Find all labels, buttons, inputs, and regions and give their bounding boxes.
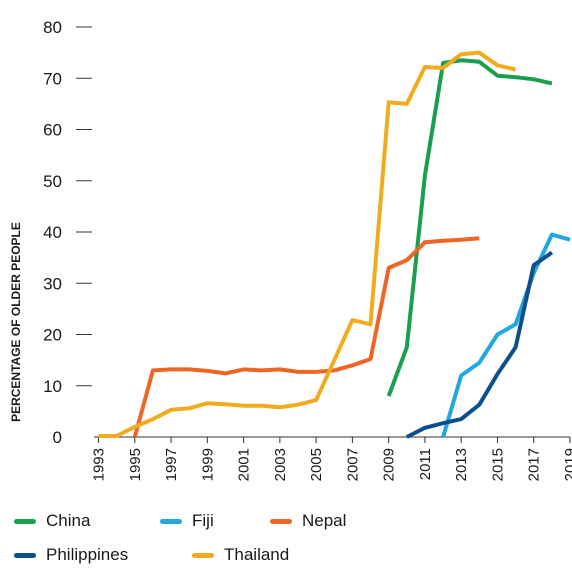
legend-swatch-nepal <box>270 518 292 524</box>
y-tick-label: 40 <box>43 223 62 242</box>
legend: China Fiji Nepal Philippines Thailand <box>14 508 554 564</box>
x-tick-label: 1997 <box>163 448 180 481</box>
series-line-thailand <box>98 50 517 438</box>
legend-item-philippines: Philippines <box>14 542 128 568</box>
legend-swatch-thailand <box>192 552 214 558</box>
y-tick-label: 60 <box>43 121 62 140</box>
y-tick-label: 20 <box>43 326 62 345</box>
x-tick-label: 2015 <box>489 448 506 481</box>
y-tick-label: 10 <box>43 377 62 396</box>
x-tick-label: 2017 <box>526 448 543 481</box>
x-tick-label: 2019 <box>562 448 572 481</box>
line-chart: 0 10 20 30 40 50 60 70 80 1993 1995 1997 1999 2001 200… <box>9 18 572 481</box>
legend-label-fiji: Fiji <box>192 511 214 530</box>
legend-label-philippines: Philippines <box>46 545 129 564</box>
y-tick-label: 30 <box>43 274 62 293</box>
y-tick-label: 80 <box>43 18 62 37</box>
legend-swatch-philippines <box>14 552 36 558</box>
legend-item-nepal: Nepal <box>270 508 346 534</box>
legend-swatch-fiji <box>160 518 182 524</box>
y-tick-label: 70 <box>43 69 62 88</box>
x-tick-label: 2007 <box>344 448 361 481</box>
series-line-fiji <box>441 232 571 438</box>
x-tick-label: 2009 <box>381 448 398 481</box>
legend-item-china: China <box>14 508 90 534</box>
series-line-philippines <box>405 250 554 439</box>
series-line-china <box>386 58 553 397</box>
y-axis-label: PERCENTAGE OF OLDER PEOPLE <box>9 222 23 422</box>
legend-swatch-china <box>14 518 36 524</box>
legend-label-china: China <box>46 511 91 530</box>
x-tick-label: 2005 <box>308 448 325 481</box>
x-tick-label: 2011 <box>417 448 434 480</box>
x-tick-label: 2003 <box>272 448 289 481</box>
legend-item-fiji: Fiji <box>160 508 214 534</box>
x-tick-label: 1995 <box>127 448 144 481</box>
legend-label-thailand: Thailand <box>224 545 290 564</box>
x-tick-label: 2013 <box>453 448 470 481</box>
x-tick-label: 2001 <box>236 448 253 481</box>
y-tick-label: 50 <box>43 172 62 191</box>
y-tick-label: 0 <box>53 428 62 447</box>
legend-item-thailand: Thailand <box>192 542 289 568</box>
x-tick-label: 1993 <box>91 448 108 481</box>
legend-label-nepal: Nepal <box>302 511 347 530</box>
x-tick-label: 1999 <box>199 448 216 481</box>
series-line-nepal <box>132 236 480 438</box>
